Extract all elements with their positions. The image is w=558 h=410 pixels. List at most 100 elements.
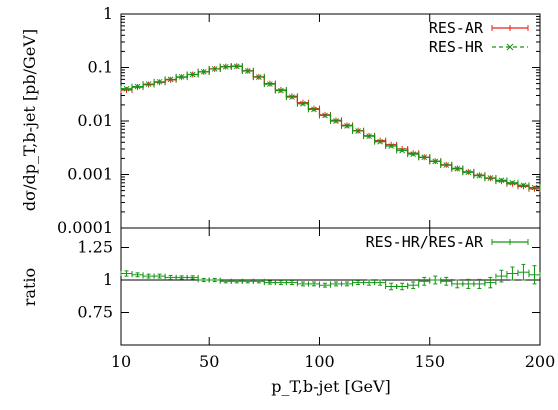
ratio-point bbox=[175, 274, 188, 280]
ratio-point bbox=[462, 278, 475, 289]
data-point-marker bbox=[145, 81, 152, 87]
data-point bbox=[374, 138, 387, 145]
data-point bbox=[208, 65, 221, 72]
series-line-res-ar bbox=[121, 65, 540, 190]
legend-label-ratio: RES-HR/RES-AR bbox=[366, 233, 484, 251]
ratio-point bbox=[473, 278, 486, 289]
ratio-point bbox=[484, 276, 497, 289]
series-line-res-hr bbox=[121, 65, 540, 189]
x-tick-label-0: 10 bbox=[111, 352, 131, 371]
ratio-point bbox=[263, 280, 276, 286]
data-point bbox=[363, 133, 376, 140]
data-point bbox=[120, 85, 133, 92]
x-tick-label-1: 50 bbox=[199, 352, 219, 371]
data-point bbox=[142, 81, 155, 88]
data-point-marker bbox=[211, 66, 218, 72]
data-point-marker bbox=[267, 81, 273, 87]
main-ytick-label-4: 0.0001 bbox=[57, 218, 113, 237]
data-point-marker bbox=[366, 133, 372, 140]
ratio-point bbox=[341, 281, 354, 287]
data-point-marker bbox=[189, 71, 196, 78]
data-point-marker bbox=[388, 143, 394, 149]
data-point bbox=[341, 122, 354, 129]
main-ytick-label-2: 0.01 bbox=[77, 111, 113, 130]
data-point bbox=[307, 106, 320, 113]
data-point bbox=[296, 100, 309, 107]
data-point-marker bbox=[421, 154, 428, 161]
ratio-point bbox=[153, 273, 166, 279]
data-point-marker bbox=[498, 177, 505, 184]
data-point bbox=[263, 81, 276, 88]
ratio-point bbox=[186, 274, 199, 280]
ratio-point bbox=[407, 281, 420, 289]
ratio-point bbox=[142, 273, 155, 279]
data-point bbox=[230, 63, 243, 70]
data-point bbox=[385, 141, 398, 148]
data-point-marker bbox=[278, 87, 284, 94]
data-point-marker bbox=[156, 78, 163, 85]
data-point bbox=[241, 68, 254, 75]
data-point bbox=[495, 178, 508, 185]
ratio-point bbox=[296, 281, 309, 287]
ratio-ytick-label-1: 1 bbox=[103, 270, 113, 289]
data-point-marker bbox=[443, 162, 450, 168]
ratio-point bbox=[528, 265, 541, 285]
data-point bbox=[407, 150, 420, 157]
legend-label-res-ar: RES-AR bbox=[429, 19, 484, 37]
ratio-point bbox=[307, 281, 320, 287]
series-res-hr bbox=[120, 63, 541, 191]
ratio-point bbox=[164, 274, 177, 280]
data-point-marker bbox=[178, 73, 185, 80]
data-point-marker bbox=[432, 158, 439, 165]
data-point bbox=[318, 112, 331, 119]
data-point-marker bbox=[244, 68, 251, 74]
ratio-point bbox=[429, 275, 442, 285]
data-point bbox=[153, 78, 166, 85]
data-point bbox=[274, 87, 287, 94]
data-point-marker bbox=[289, 94, 295, 100]
ratio-point bbox=[131, 272, 144, 278]
data-point bbox=[352, 128, 365, 135]
ratio-point bbox=[120, 270, 133, 277]
data-point bbox=[385, 143, 398, 150]
ratio-panel: 10 50 100 150 200 1.25 1 0.75 bbox=[77, 227, 556, 371]
ratio-point bbox=[451, 279, 464, 289]
data-point bbox=[285, 93, 298, 100]
main-ytick-label-3: 0.001 bbox=[67, 165, 113, 184]
data-point bbox=[285, 94, 298, 101]
ratio-point bbox=[285, 280, 298, 286]
data-point bbox=[120, 86, 133, 93]
legend-marker bbox=[506, 43, 514, 51]
x-tick-label-4: 200 bbox=[525, 352, 556, 371]
data-point-marker bbox=[167, 76, 174, 83]
ratio-point bbox=[374, 279, 387, 286]
data-point-marker bbox=[520, 182, 527, 189]
data-point-marker bbox=[123, 85, 130, 92]
data-point-marker bbox=[377, 138, 383, 145]
main-ytick-label-0: 1 bbox=[103, 4, 113, 23]
data-point-marker bbox=[222, 63, 229, 70]
ratio-point bbox=[517, 263, 530, 281]
series-res-ar bbox=[120, 63, 541, 192]
data-point-marker bbox=[531, 184, 538, 191]
legend: RES-AR RES-HR RES-HR/RES-AR bbox=[366, 19, 529, 251]
ratio-series bbox=[120, 263, 541, 291]
ratio-point bbox=[274, 280, 287, 286]
ratio-point bbox=[363, 279, 376, 286]
data-point bbox=[197, 68, 210, 75]
x-tick-label-2: 100 bbox=[304, 352, 335, 371]
data-point-marker bbox=[233, 63, 240, 70]
ratio-point bbox=[318, 282, 331, 288]
main-ylabel: dσ/dp_T,b-jet [pb/GeV] bbox=[20, 29, 39, 211]
ratio-point bbox=[396, 282, 409, 291]
legend-label-res-hr: RES-HR bbox=[429, 38, 484, 56]
ratio-ytick-label-0: 1.25 bbox=[77, 238, 113, 257]
main-ytick-label-1: 0.1 bbox=[88, 58, 113, 77]
ratio-plot-frame bbox=[120, 227, 541, 346]
data-point bbox=[396, 147, 409, 154]
data-point-marker bbox=[200, 68, 207, 75]
data-point bbox=[429, 158, 442, 165]
data-point-marker bbox=[399, 147, 406, 154]
